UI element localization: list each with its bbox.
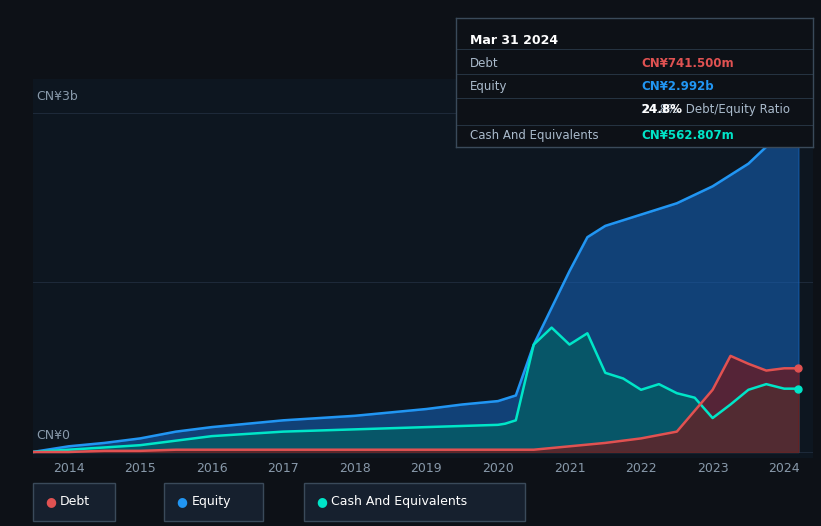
Text: ●: ● <box>316 495 327 508</box>
Text: Equity: Equity <box>191 495 231 508</box>
Text: CN¥562.807m: CN¥562.807m <box>641 129 734 142</box>
Text: CN¥741.500m: CN¥741.500m <box>641 57 734 70</box>
Text: CN¥3b: CN¥3b <box>37 90 79 103</box>
Text: Debt: Debt <box>60 495 90 508</box>
Text: Equity: Equity <box>470 80 507 93</box>
Text: ●: ● <box>45 495 56 508</box>
Text: ●: ● <box>177 495 187 508</box>
Text: CN¥0: CN¥0 <box>37 429 71 442</box>
Text: Cash And Equivalents: Cash And Equivalents <box>331 495 467 508</box>
Text: 24.8%  Debt/Equity Ratio: 24.8% Debt/Equity Ratio <box>641 104 791 116</box>
Text: Cash And Equivalents: Cash And Equivalents <box>470 129 599 142</box>
Text: CN¥2.992b: CN¥2.992b <box>641 80 714 93</box>
Text: Debt: Debt <box>470 57 498 70</box>
Text: Mar 31 2024: Mar 31 2024 <box>470 34 558 47</box>
Text: 24.8%: 24.8% <box>641 104 682 116</box>
